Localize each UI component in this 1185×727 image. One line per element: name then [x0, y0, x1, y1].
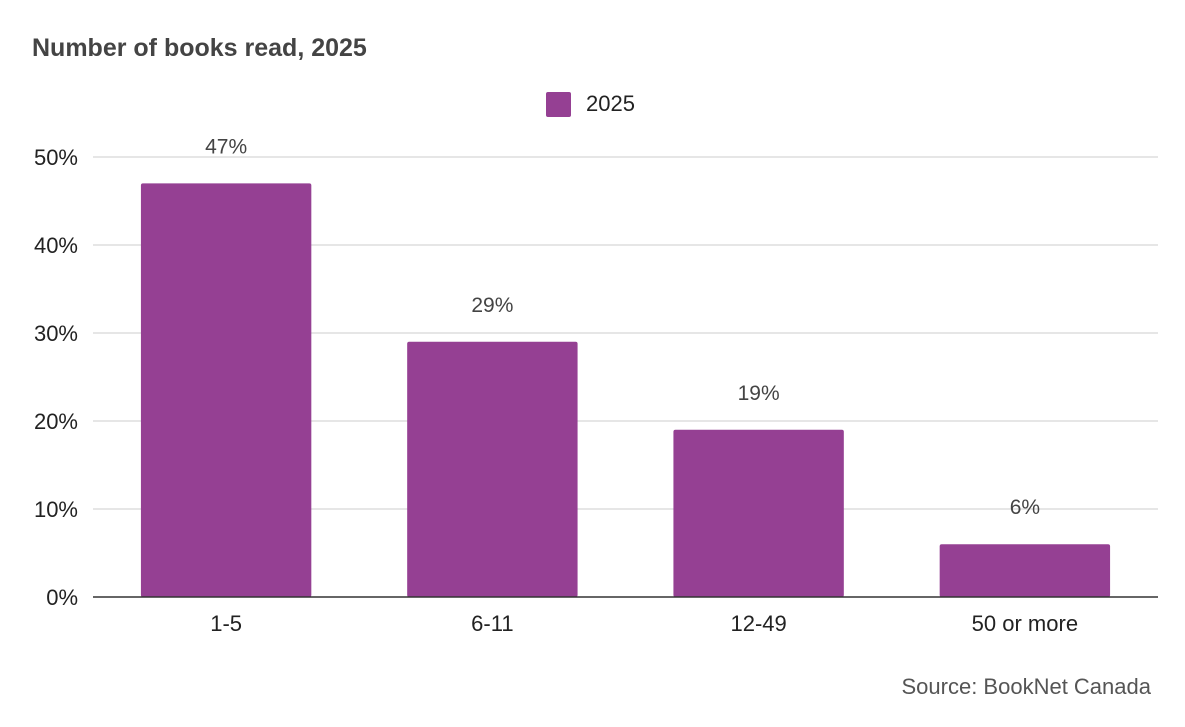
y-tick-label: 50%: [34, 145, 78, 170]
x-tick-label: 6-11: [471, 611, 513, 636]
y-axis-labels: 0% 10% 20% 30% 40% 50%: [34, 145, 78, 610]
legend-label: 2025: [586, 91, 635, 116]
data-labels: 47% 29% 19% 6%: [205, 135, 1040, 519]
y-tick-label: 30%: [34, 321, 78, 346]
data-label: 19%: [738, 382, 780, 405]
x-tick-label: 12-49: [730, 611, 786, 636]
data-label: 6%: [1010, 496, 1040, 519]
x-axis-labels: 1-5 6-11 12-49 50 or more: [210, 611, 1078, 636]
y-tick-label: 40%: [34, 233, 78, 258]
legend: 2025: [546, 90, 635, 118]
x-tick-label: 1-5: [210, 611, 242, 636]
source-note: Source: BookNet Canada: [901, 674, 1152, 699]
data-label: 47%: [205, 135, 247, 158]
bar: [407, 341, 578, 597]
bar: [673, 429, 844, 597]
legend-swatch: [546, 91, 571, 117]
y-tick-label: 20%: [34, 409, 78, 434]
data-label: 29%: [471, 294, 513, 317]
chart-title: Number of books read, 2025: [32, 34, 367, 62]
y-tick-label: 10%: [34, 497, 78, 522]
y-tick-label: 0%: [46, 585, 78, 610]
x-tick-label: 50 or more: [972, 611, 1078, 636]
bar: [939, 544, 1111, 597]
bar: [140, 183, 312, 597]
bars: [140, 183, 1111, 597]
